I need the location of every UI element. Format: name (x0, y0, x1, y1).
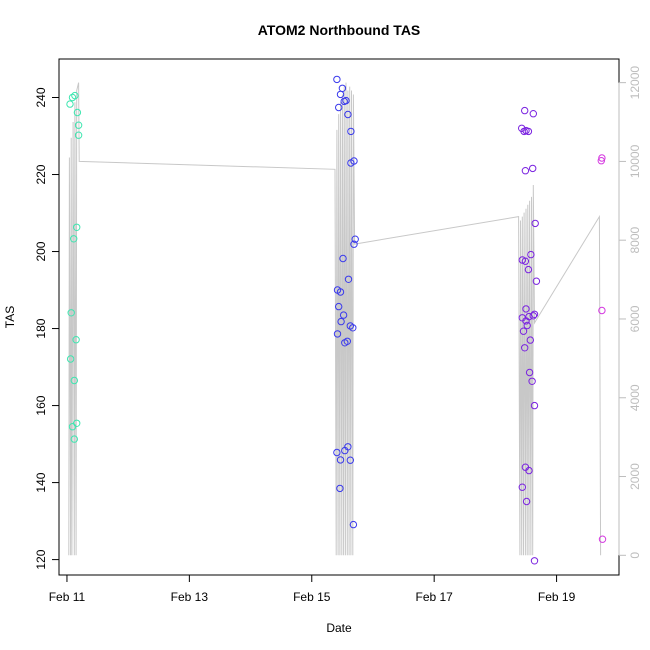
data-point-s0 (72, 336, 80, 344)
y-tick-label: 180 (34, 318, 48, 338)
y2-tick-label: 2000 (628, 463, 642, 490)
data-point-s2 (521, 106, 529, 115)
y2-tick-label: 0 (628, 552, 642, 559)
data-point-s0 (68, 423, 77, 431)
y2-tick-label: 4000 (628, 384, 642, 411)
data-point-s2 (525, 368, 534, 377)
y-tick-label: 160 (34, 395, 48, 415)
y-tick-label: 140 (34, 472, 48, 492)
data-point-s1 (336, 288, 345, 296)
data-point-s2 (532, 277, 541, 285)
x-tick-label: Feb 11 (49, 590, 86, 604)
data-point-s1 (344, 110, 352, 119)
x-tick-label: Feb 13 (171, 590, 209, 604)
data-point-s0 (73, 223, 81, 232)
data-point-s0 (66, 355, 75, 363)
y2-tick-label: 8000 (628, 227, 642, 254)
data-point-s1 (344, 275, 353, 283)
y2-tick-label: 12000 (628, 66, 642, 100)
x-axis-label: Date (326, 621, 352, 635)
data-point-s1 (333, 330, 342, 338)
data-point-s1 (349, 324, 357, 332)
y-axis-label: TAS (3, 306, 17, 328)
data-point-s2 (529, 164, 537, 173)
data-point-s1 (339, 254, 347, 263)
data-point-s3 (598, 535, 607, 543)
data-point-s1 (333, 448, 341, 457)
y2-tick-label: 6000 (628, 305, 642, 332)
data-point-s0 (70, 435, 79, 443)
data-point-s2 (521, 257, 530, 265)
data-point-s2 (526, 336, 534, 344)
data-point-s1 (351, 235, 359, 243)
x-tick-label: Feb 19 (538, 590, 576, 604)
data-point-s2 (518, 483, 526, 491)
data-point-s1 (337, 317, 345, 326)
data-point-s2 (529, 312, 537, 320)
data-point-s1 (346, 456, 354, 464)
data-point-s1 (347, 159, 355, 167)
y2-tick-label: 10000 (628, 144, 642, 178)
data-point-s1 (340, 97, 348, 106)
data-point-s2 (529, 110, 537, 118)
y-tick-label: 200 (34, 241, 48, 261)
data-point-s1 (336, 456, 345, 464)
data-point-s0 (74, 121, 83, 129)
y-tick-label: 120 (34, 549, 48, 569)
data-point-s0 (70, 235, 78, 243)
y-tick-label: 220 (34, 164, 48, 184)
chart-title: ATOM2 Northbound TAS (258, 22, 421, 38)
data-point-s0 (68, 93, 77, 102)
data-point-s1 (336, 484, 344, 493)
data-point-s3 (597, 157, 605, 165)
data-point-s0 (74, 131, 83, 139)
data-point-s1 (350, 240, 358, 248)
data-point-s2 (528, 377, 536, 385)
x-tick-label: Feb 17 (415, 590, 453, 604)
data-point-s1 (335, 302, 343, 311)
data-point-s2 (522, 317, 530, 325)
x-tick-label: Feb 15 (293, 590, 331, 604)
data-point-s2 (522, 497, 531, 506)
data-point-s0 (66, 100, 74, 108)
data-point-s0 (70, 376, 79, 385)
data-point-s1 (347, 127, 355, 136)
y-axis: 120 140 160 180 200 220 240 (34, 87, 60, 570)
data-point-s1 (336, 90, 345, 99)
data-point-s2 (530, 401, 539, 410)
data-point-s3 (598, 306, 606, 315)
data-point-s1 (349, 520, 358, 529)
data-point-s2 (531, 219, 539, 228)
data-point-s2 (530, 557, 539, 565)
data-point-s1 (341, 446, 349, 455)
data-point-s0 (73, 108, 82, 117)
data-point-s2 (521, 344, 529, 352)
data-point-s2 (524, 265, 533, 274)
data-point-s2 (525, 466, 533, 475)
y2-axis: 0 2000 4000 6000 8000 10000 12000 (618, 66, 642, 559)
data-point-s2 (522, 305, 530, 313)
data-point-s2 (521, 167, 530, 175)
data-point-s0 (67, 309, 75, 317)
data-point-s0 (71, 91, 79, 100)
data-point-s1 (333, 75, 341, 84)
data-point-s2 (524, 127, 533, 136)
data-point-s2 (527, 250, 535, 259)
data-point-s2 (519, 327, 528, 335)
x-axis: Feb 11 Feb 13 Feb 15 Feb 17 Feb 19 (49, 574, 576, 604)
data-points (66, 75, 607, 565)
data-point-s1 (341, 339, 349, 347)
data-point-s1 (339, 311, 348, 319)
data-point-s3 (598, 154, 606, 162)
data-point-s1 (335, 103, 343, 112)
y-tick-label: 240 (34, 87, 48, 107)
data-point-s2 (523, 321, 531, 330)
